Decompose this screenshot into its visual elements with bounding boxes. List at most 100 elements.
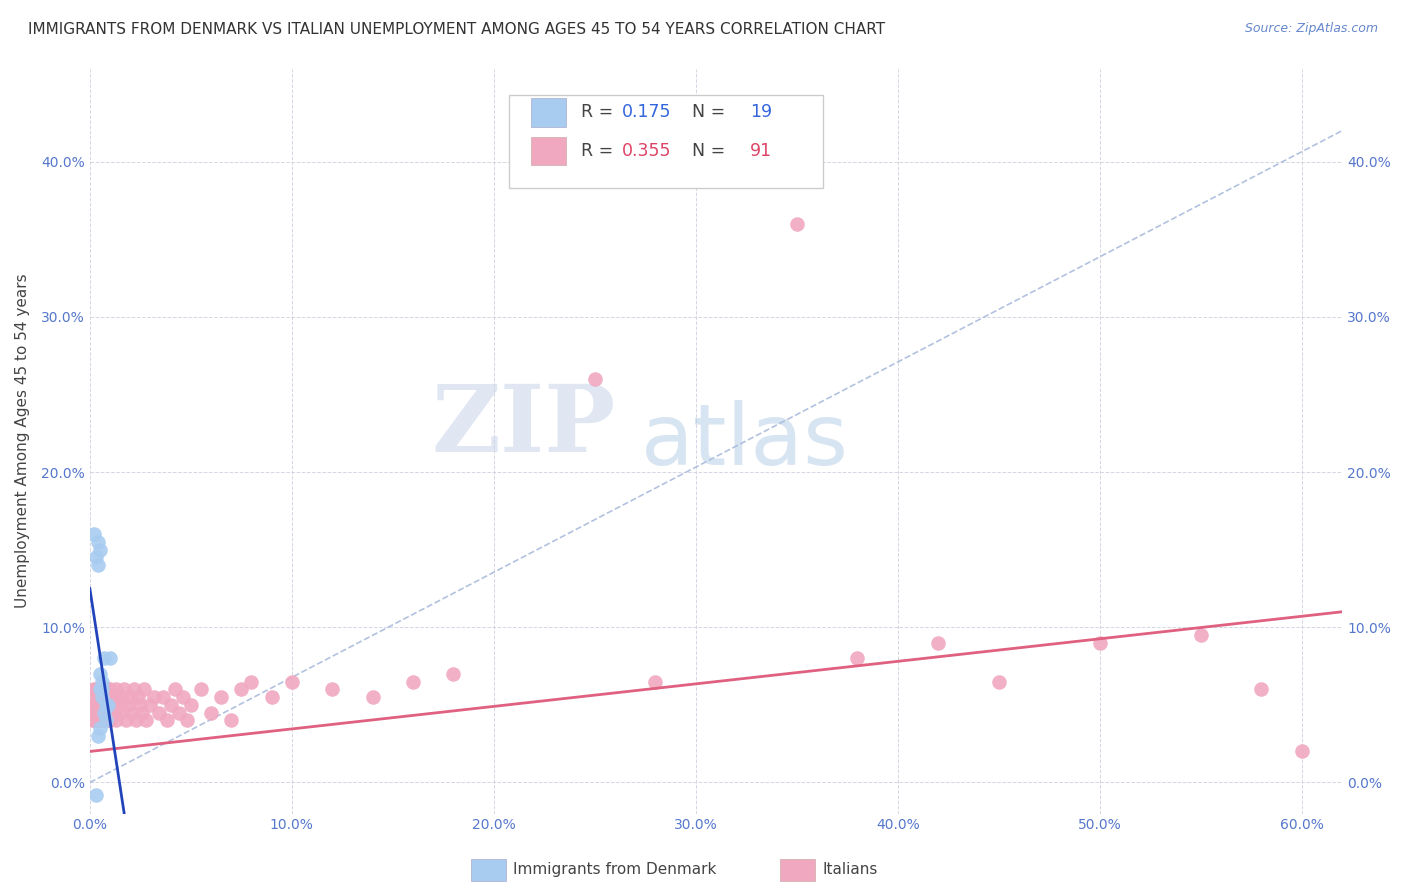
Point bbox=[89, 682, 111, 697]
Point bbox=[87, 729, 110, 743]
Text: Source: ZipAtlas.com: Source: ZipAtlas.com bbox=[1244, 22, 1378, 36]
Point bbox=[134, 682, 156, 697]
Point bbox=[152, 690, 174, 705]
Point bbox=[127, 690, 149, 705]
Point bbox=[1189, 628, 1212, 642]
Point bbox=[155, 714, 177, 728]
Point bbox=[98, 682, 121, 697]
Text: R =: R = bbox=[581, 103, 619, 121]
Point bbox=[101, 698, 124, 712]
Point bbox=[83, 527, 105, 541]
Point bbox=[200, 706, 222, 720]
Point bbox=[105, 682, 128, 697]
Point bbox=[121, 706, 143, 720]
Point bbox=[94, 714, 117, 728]
Point bbox=[1250, 682, 1272, 697]
Point bbox=[91, 682, 114, 697]
Point bbox=[240, 674, 263, 689]
Point bbox=[97, 714, 120, 728]
Point bbox=[84, 698, 107, 712]
FancyBboxPatch shape bbox=[530, 137, 565, 165]
FancyBboxPatch shape bbox=[530, 98, 565, 127]
Point bbox=[91, 690, 114, 705]
Point bbox=[129, 698, 152, 712]
Text: ZIP: ZIP bbox=[432, 381, 616, 471]
Point bbox=[321, 682, 343, 697]
Point bbox=[93, 682, 115, 697]
Point bbox=[108, 706, 131, 720]
Point bbox=[159, 698, 181, 712]
Point bbox=[83, 714, 105, 728]
Point bbox=[91, 682, 114, 697]
Point bbox=[125, 714, 148, 728]
Point bbox=[87, 535, 110, 549]
Point bbox=[98, 651, 121, 665]
Point bbox=[87, 714, 110, 728]
Point bbox=[111, 690, 134, 705]
Point bbox=[148, 706, 170, 720]
Point bbox=[94, 698, 117, 712]
Point bbox=[93, 706, 115, 720]
Point bbox=[80, 698, 103, 712]
Point bbox=[103, 698, 125, 712]
Point bbox=[583, 372, 606, 386]
Point bbox=[443, 666, 465, 681]
Point bbox=[1088, 636, 1111, 650]
Text: 19: 19 bbox=[749, 103, 772, 121]
Text: R =: R = bbox=[581, 142, 619, 161]
Text: Immigrants from Denmark: Immigrants from Denmark bbox=[513, 863, 717, 877]
Point bbox=[91, 690, 114, 705]
Point bbox=[163, 682, 186, 697]
Text: 91: 91 bbox=[749, 142, 772, 161]
Point bbox=[91, 698, 114, 712]
Point bbox=[103, 706, 125, 720]
Point bbox=[91, 714, 114, 728]
Point bbox=[98, 714, 121, 728]
Point bbox=[180, 698, 202, 712]
Point bbox=[209, 690, 232, 705]
Point bbox=[84, 690, 107, 705]
Point bbox=[231, 682, 253, 697]
Point bbox=[117, 698, 139, 712]
Text: 0.175: 0.175 bbox=[621, 103, 672, 121]
Point bbox=[87, 690, 110, 705]
Point bbox=[124, 682, 146, 697]
Point bbox=[281, 674, 304, 689]
Point bbox=[987, 674, 1010, 689]
Point bbox=[98, 706, 121, 720]
Point bbox=[139, 698, 162, 712]
Point bbox=[135, 714, 157, 728]
Text: atlas: atlas bbox=[641, 400, 849, 483]
Point bbox=[89, 721, 111, 735]
Point bbox=[108, 698, 131, 712]
Point bbox=[89, 690, 111, 705]
Text: IMMIGRANTS FROM DENMARK VS ITALIAN UNEMPLOYMENT AMONG AGES 45 TO 54 YEARS CORREL: IMMIGRANTS FROM DENMARK VS ITALIAN UNEMP… bbox=[28, 22, 886, 37]
Point bbox=[93, 714, 115, 728]
Point bbox=[219, 714, 242, 728]
Point bbox=[89, 706, 111, 720]
Text: N =: N = bbox=[681, 103, 731, 121]
Point bbox=[143, 690, 166, 705]
Point bbox=[786, 217, 808, 231]
Point bbox=[167, 706, 190, 720]
Point bbox=[94, 698, 117, 712]
Point bbox=[1291, 744, 1313, 758]
Point bbox=[89, 714, 111, 728]
Point bbox=[84, 706, 107, 720]
Point bbox=[131, 706, 153, 720]
Point bbox=[91, 674, 114, 689]
Point bbox=[83, 698, 105, 712]
Point bbox=[84, 714, 107, 728]
Point bbox=[84, 682, 107, 697]
Point bbox=[97, 698, 120, 712]
Text: N =: N = bbox=[681, 142, 731, 161]
Point bbox=[94, 706, 117, 720]
Point bbox=[107, 690, 129, 705]
Point bbox=[93, 706, 115, 720]
Point bbox=[927, 636, 949, 650]
Point bbox=[97, 682, 120, 697]
Point bbox=[172, 690, 194, 705]
Point bbox=[80, 714, 103, 728]
Point bbox=[115, 714, 138, 728]
Point bbox=[120, 690, 142, 705]
